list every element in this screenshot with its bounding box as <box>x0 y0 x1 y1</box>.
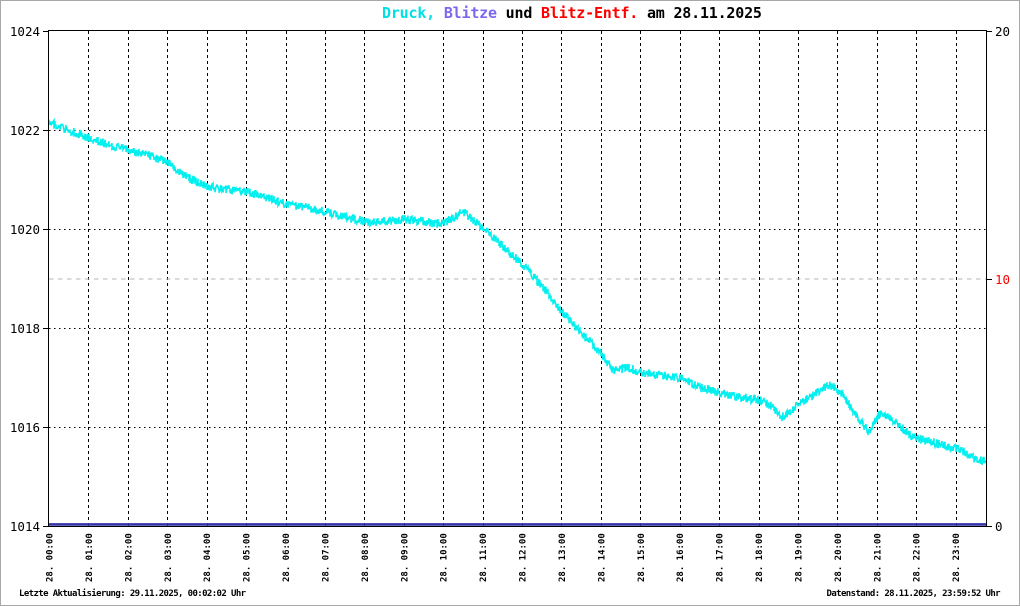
title-segment-und: und <box>496 4 541 22</box>
left-tick-label: 1022 <box>10 123 40 138</box>
gridlines <box>49 31 986 526</box>
right-tick-label: 20 <box>995 24 1010 39</box>
series-druck-line <box>48 117 987 466</box>
last-update-text: Letzte Aktualisierung: 29.11.2025, 00:02… <box>19 589 246 599</box>
x-tick-label: 28. 02:00 <box>124 533 134 582</box>
axes-frame <box>48 30 987 527</box>
x-tick-label: 28. 06:00 <box>282 533 292 582</box>
x-tick-label: 28. 17:00 <box>716 533 726 582</box>
y-axis-right: 0 10 20 <box>986 24 1010 534</box>
left-tick-label: 1018 <box>10 321 40 336</box>
x-tick-label: 28. 09:00 <box>400 533 410 582</box>
x-axis: 28. 00:00 28. 01:00 28. 02:00 28. 03:00 28. … <box>46 533 963 582</box>
left-tick-label: 1020 <box>10 222 40 237</box>
y-axis-left: 1014 1016 1018 1020 1022 1024 <box>10 24 49 534</box>
x-tick-label: 28. 19:00 <box>794 533 804 582</box>
x-tick-label: 28. 04:00 <box>203 533 213 582</box>
x-tick-label: 28. 13:00 <box>558 533 568 582</box>
x-tick-label: 28. 01:00 <box>85 533 95 582</box>
x-tick-label: 28. 23:00 <box>952 533 962 582</box>
x-tick-label: 28. 08:00 <box>361 533 371 582</box>
x-tick-label: 28. 10:00 <box>440 533 450 582</box>
left-tick-label: 1024 <box>10 24 40 39</box>
x-tick-label: 28. 07:00 <box>321 533 331 582</box>
title-segment-date: am 28.11.2025 <box>638 4 762 22</box>
x-tick-label: 28. 05:00 <box>243 533 253 582</box>
x-tick-label: 28. 00:00 <box>46 533 56 582</box>
x-tick-label: 28. 20:00 <box>834 533 844 582</box>
chart-title: Druck, Blitze und Blitz-Entf. am 28.11.2… <box>382 4 762 22</box>
data-state-text: Datenstand: 28.11.2025, 23:59:52 Uhr <box>826 589 1001 599</box>
x-tick-label: 28. 15:00 <box>637 533 647 582</box>
left-tick-label: 1014 <box>10 519 40 534</box>
right-tick-label: 0 <box>995 519 1003 534</box>
title-segment-blitz-entf: Blitz-Entf. <box>540 4 639 22</box>
title-segment-blitze: Blitze <box>435 4 497 22</box>
x-tick-label: 28. 03:00 <box>164 533 174 582</box>
title-segment-druck: Druck, <box>382 4 435 22</box>
left-tick-label: 1016 <box>10 420 40 435</box>
plot-border <box>48 30 987 527</box>
x-tick-label: 28. 16:00 <box>676 533 686 582</box>
x-tick-label: 28. 14:00 <box>597 533 607 582</box>
x-tick-label: 28. 11:00 <box>479 533 489 582</box>
right-tick-label: 10 <box>995 272 1010 287</box>
x-tick-label: 28. 21:00 <box>873 533 883 582</box>
x-tick-label: 28. 22:00 <box>913 533 923 582</box>
x-tick-label: 28. 18:00 <box>755 533 765 582</box>
x-tick-label: 28. 12:00 <box>519 533 529 582</box>
series-group <box>48 117 987 526</box>
